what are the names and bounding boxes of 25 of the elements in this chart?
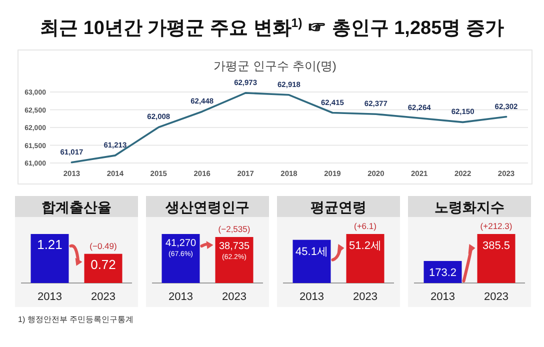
x-tick-label: 2013 bbox=[300, 291, 324, 303]
x-tick-label: 2023 bbox=[484, 291, 508, 303]
chart-title: 생산연령인구 bbox=[164, 199, 250, 215]
annotation: (−0.49) bbox=[90, 240, 117, 251]
text: (+212.3) bbox=[480, 221, 512, 231]
data-label: 1.21 bbox=[37, 237, 62, 252]
chart-title: 노령화지수 bbox=[434, 199, 504, 215]
x-tick-label: 2013 bbox=[168, 291, 193, 303]
data-label: 385.5 bbox=[482, 240, 510, 252]
x-tick-label: 2023 bbox=[222, 291, 246, 303]
x-tick-label: 2013 bbox=[430, 291, 455, 303]
text: (+6.1) bbox=[354, 221, 377, 231]
x-tick-label: 2023 bbox=[91, 291, 116, 303]
x-tick-label: 2023 bbox=[353, 291, 378, 303]
text: 1) 행정안전부 주민등록인구통계 bbox=[18, 315, 134, 324]
data-label: 173.2 bbox=[428, 266, 457, 279]
x-tick-label: 2013 bbox=[38, 291, 62, 303]
chart-title: 평균연령 bbox=[310, 199, 366, 215]
chart-title: 합계출산율 bbox=[42, 199, 112, 215]
data-label: 0.72 bbox=[90, 256, 116, 272]
data-label: 51.2세 bbox=[349, 240, 382, 252]
chart-title: 최근 10년간 가평군 주요 변화$^{1)}$ ☞ 총인구 1,285명 증가 bbox=[40, 16, 504, 39]
data-label: 45.1세 bbox=[296, 246, 328, 258]
chart-subtitle: 가평군 인구수 추이(명) bbox=[214, 59, 336, 73]
annotation: (−2,535) bbox=[218, 224, 250, 234]
